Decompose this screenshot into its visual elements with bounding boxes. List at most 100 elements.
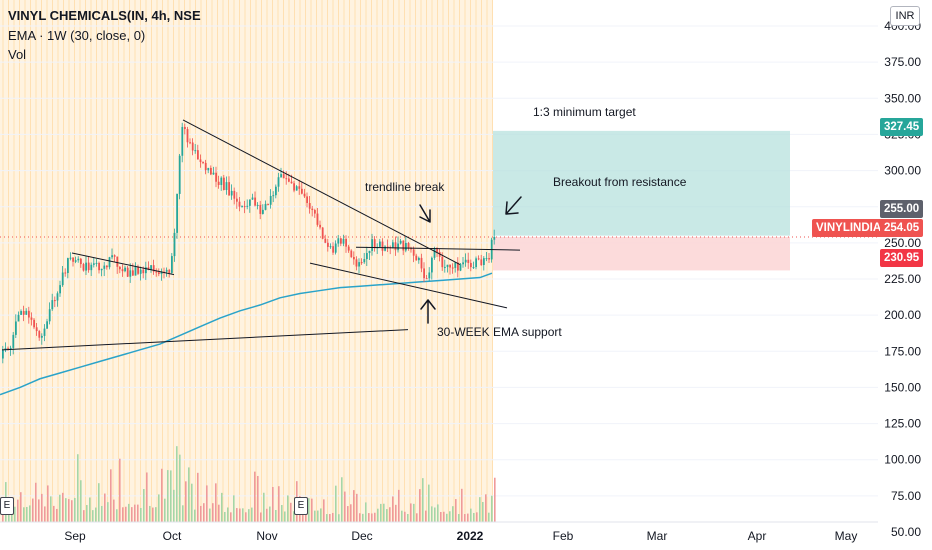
volume-bar	[398, 489, 400, 522]
trendline-left-channel	[71, 252, 175, 276]
volume-bar	[434, 507, 436, 522]
symbol-title[interactable]: VINYL CHEMICALS(IN, 4h, NSE	[8, 8, 201, 23]
candle-body	[217, 181, 220, 185]
candle-body	[80, 258, 82, 265]
volume-bar	[356, 493, 358, 522]
volume-bar	[224, 511, 226, 522]
candle-body	[308, 203, 311, 209]
candle-body	[350, 250, 353, 258]
volume-bar	[122, 507, 124, 522]
candle-body	[418, 257, 420, 261]
candle-body	[355, 259, 358, 267]
volume-bar	[263, 492, 265, 522]
candle-body	[373, 239, 376, 249]
candle-body	[399, 240, 402, 244]
time-tick-label: Dec	[351, 529, 372, 543]
price-tick-label: 350.00	[884, 91, 921, 105]
candle-body	[267, 203, 269, 205]
candle-body	[451, 267, 454, 269]
candle-body	[87, 262, 90, 271]
candle-body	[145, 267, 147, 274]
volume-bar	[116, 509, 118, 522]
volume-bar	[158, 494, 160, 522]
candle-body	[137, 266, 139, 274]
volume-bar	[464, 514, 466, 522]
candle-body	[340, 238, 342, 244]
volume-bar	[275, 510, 277, 522]
candle-body	[264, 203, 267, 210]
ema-legend[interactable]: EMA · 1W (30, close, 0)	[8, 28, 146, 43]
risk-reward-zones[interactable]	[0, 130, 878, 271]
candle-body	[332, 246, 334, 253]
candle-body	[454, 262, 457, 268]
volume-bar	[362, 513, 364, 522]
earnings-marker[interactable]: E	[294, 497, 308, 515]
candle-body	[191, 142, 194, 151]
candle-body	[301, 188, 303, 194]
candle-body	[35, 327, 38, 332]
candle-body	[254, 197, 256, 206]
candle-body	[212, 172, 215, 175]
candle-body	[134, 266, 137, 276]
volume-bar	[38, 499, 40, 522]
candle-body	[345, 238, 347, 247]
trendlines[interactable]	[1, 119, 521, 351]
volume-legend[interactable]: Vol	[8, 47, 27, 62]
candle-body	[441, 256, 444, 268]
price-tick-label: 50.00	[891, 525, 921, 539]
volume-bar	[86, 505, 88, 522]
candle-body	[277, 177, 280, 187]
volume-bar	[110, 469, 112, 522]
price-tick-label: 75.00	[891, 489, 921, 503]
candle-body	[314, 210, 316, 214]
volume-bars	[2, 446, 496, 522]
volume-bar	[260, 512, 262, 522]
candle-body	[178, 155, 181, 194]
volume-bar	[98, 483, 100, 522]
volume-bar	[254, 471, 256, 522]
candle-body	[449, 264, 451, 268]
volume-bar	[488, 512, 490, 522]
volume-bar	[164, 498, 166, 522]
candle-body	[238, 201, 241, 207]
candle-body	[475, 258, 477, 268]
price-axis[interactable]: 400.00375.00350.00325.00300.00275.00250.…	[878, 0, 932, 550]
volume-bar	[143, 489, 145, 522]
candle-body	[493, 236, 496, 240]
time-tick-label: Apr	[748, 529, 767, 543]
candle-body	[28, 310, 30, 318]
time-axis[interactable]: Sep Oct Nov Dec 2022 Feb Mar Apr May	[0, 521, 878, 550]
candle-body	[423, 268, 425, 279]
volume-bar	[308, 498, 310, 522]
volume-bar	[338, 514, 340, 522]
volume-bar	[209, 508, 211, 522]
volume-bar	[26, 506, 28, 522]
volume-bar	[221, 492, 223, 522]
candle-body	[215, 172, 217, 182]
top-price-badge: 255.00	[880, 200, 924, 218]
volume-bar	[173, 489, 175, 522]
stop-zone	[493, 237, 790, 271]
volume-bar	[269, 506, 271, 522]
candle-body	[108, 257, 111, 268]
volume-bar	[266, 508, 268, 522]
volume-bar	[206, 485, 208, 522]
volume-bar	[29, 505, 31, 522]
volume-bar	[416, 513, 418, 522]
earnings-marker[interactable]: E	[0, 497, 14, 515]
volume-bar	[317, 510, 319, 522]
price-tick-label: 225.00	[884, 272, 921, 286]
volume-bar	[347, 506, 349, 522]
candle-body	[402, 240, 405, 251]
candle-body	[225, 182, 228, 191]
candle-body	[106, 265, 108, 268]
volume-bar	[113, 499, 115, 522]
last-price-badge: 254.05	[880, 219, 924, 237]
candle-body	[168, 269, 171, 273]
currency-button[interactable]: INR	[890, 6, 920, 26]
candle-body	[459, 264, 462, 271]
time-tick-label: May	[835, 529, 858, 543]
volume-bar	[14, 506, 16, 522]
candle-body	[197, 150, 199, 160]
